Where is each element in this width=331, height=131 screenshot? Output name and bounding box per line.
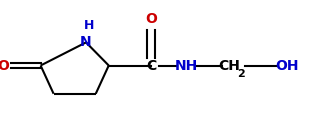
Text: O: O — [0, 59, 9, 72]
Text: CH: CH — [218, 59, 240, 72]
Text: N: N — [80, 35, 92, 49]
Text: OH: OH — [275, 59, 299, 72]
Text: 2: 2 — [237, 69, 245, 80]
Text: NH: NH — [175, 59, 198, 72]
Text: C: C — [146, 59, 156, 72]
Text: O: O — [145, 12, 157, 26]
Text: H: H — [83, 19, 94, 32]
